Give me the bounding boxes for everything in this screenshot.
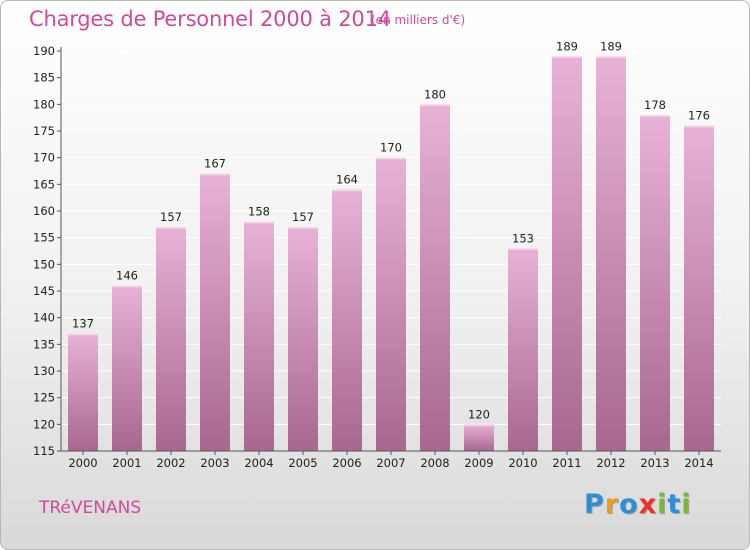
logo-letter: o xyxy=(619,489,639,520)
bar xyxy=(112,285,142,451)
bar-highlight xyxy=(420,104,450,106)
logo-letter: P xyxy=(584,489,605,520)
value-label: 189 xyxy=(600,39,622,53)
bar xyxy=(200,173,230,451)
y-tick-label: 175 xyxy=(33,124,55,138)
x-tick-label: 2010 xyxy=(508,456,537,470)
value-label: 157 xyxy=(160,210,182,224)
value-label: 137 xyxy=(72,317,94,331)
bar xyxy=(552,56,582,451)
value-label: 189 xyxy=(556,39,578,53)
value-label: 176 xyxy=(688,109,710,123)
value-label: 164 xyxy=(336,173,358,187)
bar xyxy=(244,221,274,451)
value-label: 170 xyxy=(380,141,402,155)
x-tick-label: 2005 xyxy=(288,456,317,470)
bar-highlight xyxy=(376,157,406,160)
bar xyxy=(156,227,186,451)
bar-highlight xyxy=(200,173,230,176)
y-tick-label: 115 xyxy=(33,444,55,458)
value-label: 146 xyxy=(116,269,138,283)
axes xyxy=(57,47,721,455)
bar-highlight xyxy=(508,248,538,250)
y-tick-label: 145 xyxy=(33,284,55,298)
bar-highlight xyxy=(288,227,318,229)
value-label: 167 xyxy=(204,157,226,171)
bar xyxy=(596,56,626,451)
logo-letter: i xyxy=(657,489,668,520)
y-tick-label: 120 xyxy=(33,417,55,431)
bar-highlight xyxy=(332,189,362,192)
bar-highlight xyxy=(112,285,142,288)
bar xyxy=(640,115,670,451)
y-tick-label: 130 xyxy=(33,364,55,378)
bar xyxy=(68,333,98,451)
x-tick-label: 2007 xyxy=(376,456,405,470)
labels: 115 120 125 130 135 140 145 150 155 160 165 170 175 1… xyxy=(33,39,714,470)
x-tick-label: 2003 xyxy=(200,456,229,470)
y-tick-label: 150 xyxy=(33,257,55,271)
bar-highlight xyxy=(552,56,582,58)
y-tick-label: 160 xyxy=(33,204,55,218)
bar-highlight xyxy=(684,125,714,128)
x-tick-label: 2001 xyxy=(112,456,141,470)
bar-highlight xyxy=(68,333,98,336)
y-tick-label: 155 xyxy=(33,231,55,245)
bar-highlight xyxy=(464,424,494,426)
x-tick-label: 2013 xyxy=(640,456,669,470)
x-tick-label: 2004 xyxy=(244,456,273,470)
value-label: 153 xyxy=(512,231,534,245)
y-tick-label: 135 xyxy=(33,337,55,351)
proxiti-logo: Proxiti xyxy=(584,489,692,520)
value-label: 180 xyxy=(424,87,446,101)
bar xyxy=(376,157,406,451)
x-tick-label: 2008 xyxy=(420,456,449,470)
y-tick-label: 185 xyxy=(33,71,55,85)
y-tick-label: 165 xyxy=(33,177,55,191)
x-tick-label: 2011 xyxy=(552,456,581,470)
x-tick-label: 2006 xyxy=(332,456,361,470)
y-tick-label: 190 xyxy=(33,44,55,58)
bar-highlight xyxy=(640,115,670,117)
x-tick-label: 2012 xyxy=(596,456,625,470)
bar-highlight xyxy=(596,56,626,58)
bar-highlight xyxy=(156,227,186,229)
logo-letter: r xyxy=(604,489,620,520)
x-tick-label: 2002 xyxy=(156,456,185,470)
y-tick-label: 180 xyxy=(33,97,55,111)
x-tick-label: 2014 xyxy=(684,456,713,470)
logo-letter: x xyxy=(638,489,658,520)
x-tick-label: 2000 xyxy=(68,456,97,470)
bar-highlight xyxy=(244,221,274,224)
bar xyxy=(508,248,538,451)
value-label: 178 xyxy=(644,98,666,112)
bar xyxy=(332,189,362,451)
y-tick-label: 170 xyxy=(33,151,55,165)
chart-title: Charges de Personnel 2000 à 2014 xyxy=(29,7,391,31)
value-label: 157 xyxy=(292,210,314,224)
x-tick-label: 2009 xyxy=(464,456,493,470)
chart-subtitle: (en milliers d'€) xyxy=(371,13,466,27)
y-tick-label: 125 xyxy=(33,391,55,405)
value-label: 158 xyxy=(248,205,270,219)
bar xyxy=(420,104,450,451)
value-label: 120 xyxy=(468,407,490,421)
logo-letter: t xyxy=(667,489,682,520)
bars xyxy=(68,56,714,452)
bar xyxy=(684,125,714,452)
logo-letter: i xyxy=(681,489,692,520)
place-name: TRéVENANS xyxy=(39,498,142,518)
bar xyxy=(288,227,318,451)
y-tick-label: 140 xyxy=(33,311,55,325)
bar xyxy=(464,424,494,451)
